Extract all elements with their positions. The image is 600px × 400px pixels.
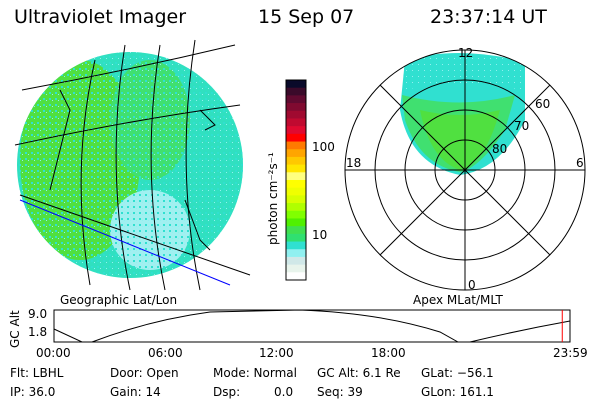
- mlt-12-label: 12: [458, 46, 474, 60]
- lat-70-label: 70: [514, 119, 530, 133]
- time-label: 23:37:14 UT: [430, 6, 547, 28]
- colorbar-tick-10: 10: [312, 228, 328, 242]
- door-info: Door: Open: [110, 366, 179, 380]
- gain-info: Gain: 14: [110, 385, 161, 399]
- xtick: 06:00: [148, 346, 183, 360]
- mlt-18-label: 18: [346, 156, 362, 170]
- colorbar-swatch: [286, 241, 306, 250]
- apex-label: Apex MLat/MLT: [413, 293, 503, 307]
- colorbar-swatch: [286, 226, 306, 235]
- xtick: 23:59: [553, 346, 588, 360]
- colorbar-swatch: [286, 133, 306, 143]
- dsp-label: Dsp:: [213, 385, 241, 399]
- colorbar: [285, 79, 307, 281]
- colorbar-frame: [285, 79, 307, 281]
- lat-60-label: 60: [535, 97, 551, 111]
- dsp-value: 0.0: [274, 385, 294, 399]
- colorbar-swatch: [286, 110, 306, 119]
- colorbar-swatch: [286, 87, 306, 96]
- colorbar-swatch: [286, 249, 306, 258]
- colorbar-swatch: [286, 126, 306, 135]
- colorbar-swatch: [286, 95, 306, 104]
- colorbar-swatch: [286, 272, 306, 281]
- colorbar-swatch: [286, 164, 306, 173]
- altitude-ymax: 9.0: [28, 307, 48, 321]
- gc-alt-info: GC Alt: 6.1 Re: [317, 366, 401, 380]
- altitude-ylabel: GC Alt: [8, 310, 22, 348]
- xtick: 00:00: [36, 346, 71, 360]
- glat-info: GLat: −56.1: [421, 366, 494, 380]
- colorbar-swatch: [286, 118, 306, 127]
- colorbar-swatch: [286, 80, 306, 89]
- altitude-ymin: 1.8: [28, 325, 48, 339]
- colorbar-swatch: [286, 218, 306, 227]
- colorbar-swatch: [286, 195, 306, 204]
- mode-info: Mode: Normal: [213, 366, 297, 380]
- mlt-0-label: 0: [468, 278, 476, 292]
- mlt-6-label: 6: [576, 156, 584, 170]
- instrument-title: Ultraviolet Imager: [14, 6, 187, 28]
- colorbar-swatch: [286, 187, 306, 196]
- ip-info: IP: 36.0: [10, 385, 56, 399]
- xtick: 18:00: [371, 346, 406, 360]
- colorbar-swatch: [286, 180, 306, 189]
- polar-plot: [344, 49, 586, 291]
- xtick: 12:00: [259, 346, 294, 360]
- colorbar-swatch: [286, 210, 306, 219]
- colorbar-swatch: [286, 149, 306, 158]
- colorbar-tick-100: 100: [312, 140, 335, 154]
- colorbar-swatch: [286, 203, 306, 212]
- colorbar-label: photon cm⁻²s⁻¹: [266, 152, 280, 245]
- colorbar-swatch: [286, 156, 306, 166]
- lat-80-label: 80: [492, 142, 508, 156]
- date-label: 15 Sep 07: [258, 6, 355, 28]
- seq-info: Seq: 39: [317, 385, 363, 399]
- filter-info: Flt: LBHL: [10, 366, 64, 380]
- colorbar-swatch: [286, 264, 306, 273]
- geographic-map: [14, 39, 251, 291]
- colorbar-swatch: [286, 233, 306, 243]
- colorbar-swatch: [286, 256, 306, 266]
- glon-info: GLon: 161.1: [421, 385, 494, 399]
- colorbar-swatch: [286, 141, 306, 150]
- altitude-plot: [53, 309, 571, 343]
- colorbar-swatch: [286, 172, 306, 181]
- colorbar-swatch: [286, 103, 306, 112]
- geographic-label: Geographic Lat/Lon: [60, 293, 178, 307]
